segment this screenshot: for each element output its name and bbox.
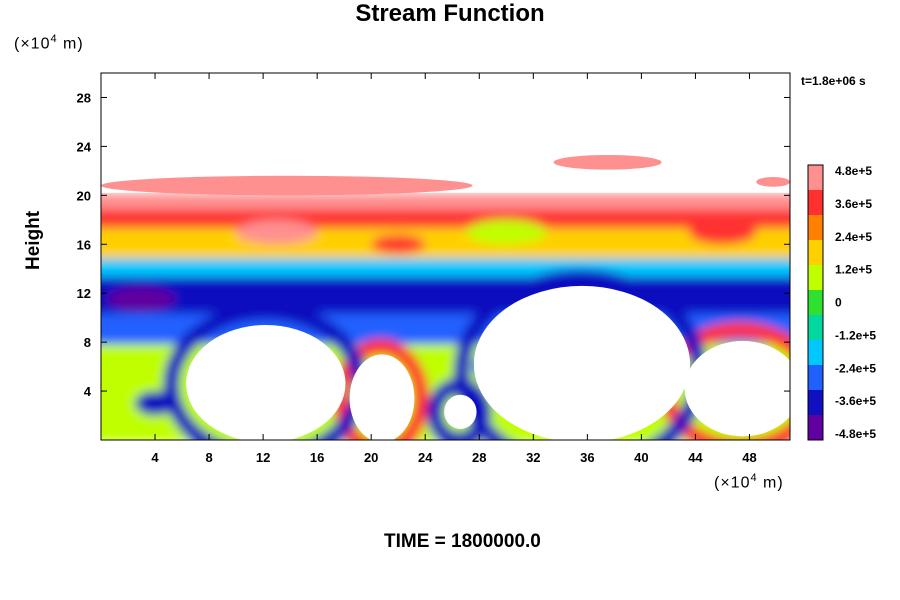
x-tick-label-1: 8 xyxy=(205,450,212,465)
masked-region-4 xyxy=(684,340,790,437)
time-stamp: t=1.8e+06 s xyxy=(801,74,866,88)
upper-blank-region xyxy=(101,73,790,193)
y-tick-label-3: 16 xyxy=(77,237,91,252)
masked-region-0 xyxy=(186,325,346,440)
field-band-6 xyxy=(101,223,790,259)
colorbar-swatch-3 xyxy=(808,240,823,266)
y-tick-label-4: 20 xyxy=(77,188,91,203)
x-axis-unit: (×104 m) xyxy=(714,472,784,492)
x-tick-label-8: 36 xyxy=(580,450,594,465)
x-tick-label-9: 40 xyxy=(634,450,648,465)
y-tick-label-2: 12 xyxy=(77,286,91,301)
x-tick-label-2: 12 xyxy=(256,450,270,465)
contour-field xyxy=(101,193,790,440)
colorbar-label-7: -3.6e+5 xyxy=(835,394,876,408)
field-band-4 xyxy=(101,272,790,314)
colorbar-label-3: 1.2e+5 xyxy=(835,263,872,277)
colorbar-label-0: 4.8e+5 xyxy=(835,164,872,178)
upper-patch-0 xyxy=(101,175,473,196)
upper-patch-1 xyxy=(553,154,662,170)
field-overlay xyxy=(101,73,790,440)
colorbar: 4.8e+5 3.6e+5 2.4e+5 1.2e+5 0 -1.2e+5 -2.4e+5 -… xyxy=(807,164,876,441)
field-blob-2 xyxy=(371,235,426,254)
colorbar-label-8: -4.8e+5 xyxy=(835,427,876,441)
colorbar-swatch-9 xyxy=(808,390,823,416)
colorbar-swatch-8 xyxy=(808,365,823,391)
colorbar-label-2: 2.4e+5 xyxy=(835,230,872,244)
x-tick-label-0: 4 xyxy=(151,450,159,465)
colorbar-swatch-0 xyxy=(808,165,823,191)
field-blob-3 xyxy=(465,219,547,245)
y-tick-label-5: 24 xyxy=(77,139,92,154)
colorbar-frame xyxy=(807,164,824,441)
x-tick-label-5: 24 xyxy=(418,450,433,465)
field-blob-0 xyxy=(107,287,176,312)
x-axis: 4 8 12 16 20 24 28 32 36 40 44 48 xyxy=(151,73,757,465)
field-band-8 xyxy=(101,193,790,210)
masked-region-3 xyxy=(473,285,690,440)
plot-frame xyxy=(100,72,791,441)
colorbar-swatch-5 xyxy=(808,290,823,316)
masked-region-2 xyxy=(444,394,477,429)
colorbar-swatch-10 xyxy=(808,415,823,441)
chart-title: Stream Function xyxy=(355,0,545,27)
y-tick-label-6: 28 xyxy=(77,90,91,105)
x-tick-label-4: 20 xyxy=(364,450,378,465)
y-axis: 4 8 12 16 20 24 28 xyxy=(77,90,790,399)
colorbar-swatch-4 xyxy=(808,265,823,291)
colorbar-swatch-2 xyxy=(808,215,823,241)
field-blob-4 xyxy=(688,219,757,245)
colorbar-swatch-1 xyxy=(808,190,823,216)
time-footer: TIME = 1800000.0 xyxy=(384,531,541,552)
masked-region-1 xyxy=(349,354,415,440)
x-tick-label-3: 16 xyxy=(310,450,324,465)
x-tick-label-11: 48 xyxy=(742,450,756,465)
colorbar-label-1: 3.6e+5 xyxy=(835,197,872,211)
field-blur-layer xyxy=(101,193,790,440)
x-tick-label-10: 44 xyxy=(688,450,703,465)
colorbar-swatch-6 xyxy=(808,315,823,341)
colorbar-label-4: 0 xyxy=(835,296,842,310)
colorbar-label-6: -2.4e+5 xyxy=(835,361,876,375)
x-tick-label-7: 32 xyxy=(526,450,540,465)
colorbar-label-5: -1.2e+5 xyxy=(835,328,876,342)
y-axis-unit: (×104 m) xyxy=(14,33,84,53)
x-tick-label-6: 28 xyxy=(472,450,486,465)
colorbar-swatch-7 xyxy=(808,340,823,366)
upper-patch-2 xyxy=(756,176,790,187)
field-blob-1 xyxy=(236,219,318,245)
field-band-5 xyxy=(101,254,790,277)
y-tick-label-1: 8 xyxy=(84,335,91,350)
y-tick-label-0: 4 xyxy=(84,384,92,399)
